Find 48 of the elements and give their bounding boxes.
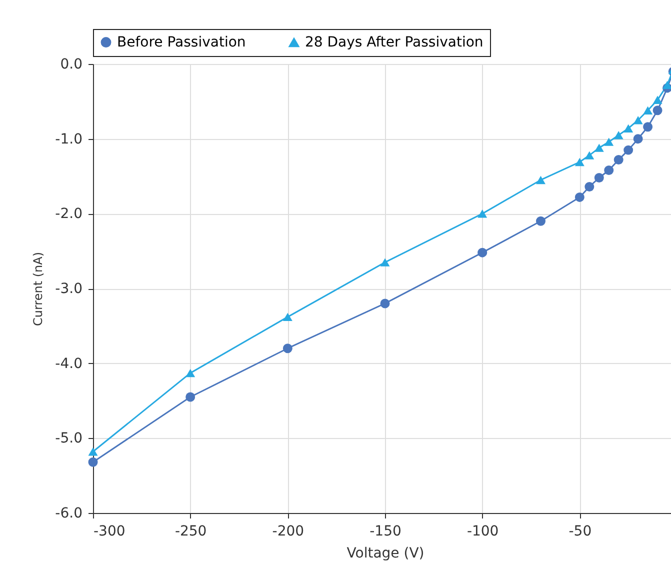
- point: [614, 155, 624, 165]
- y-tick-label: -6.0: [55, 506, 82, 522]
- point: [624, 124, 634, 132]
- x-axis-title: Voltage (V): [346, 546, 424, 562]
- point: [643, 106, 653, 115]
- point: [282, 312, 292, 322]
- y-tick-label: -5.0: [55, 430, 82, 447]
- point: [574, 192, 584, 202]
- x-tick-label: -200: [272, 524, 304, 540]
- point: [604, 138, 614, 146]
- x-tick-label: -250: [174, 524, 207, 540]
- point: [584, 151, 594, 160]
- legend-label: Before Passivation: [117, 34, 246, 50]
- point: [478, 248, 488, 258]
- point: [652, 96, 662, 104]
- y-tick-label: -4.0: [55, 356, 82, 372]
- y-axis-title: Current (nA): [31, 252, 46, 326]
- point: [88, 448, 98, 456]
- point: [478, 210, 488, 218]
- legend-label: 28 Days After Passivation: [305, 34, 484, 50]
- point: [380, 298, 390, 308]
- point: [652, 106, 662, 116]
- point: [186, 368, 196, 378]
- point: [643, 122, 653, 132]
- point: [614, 130, 624, 140]
- point: [604, 166, 614, 175]
- y-tick-label: -2.0: [55, 206, 82, 222]
- point: [536, 176, 546, 184]
- point: [282, 344, 292, 354]
- y-tick-label: 0.0: [60, 56, 82, 72]
- point: [624, 145, 634, 155]
- point: [633, 116, 643, 124]
- point: [662, 80, 671, 90]
- point: [574, 158, 584, 166]
- point: [584, 182, 594, 192]
- point: [88, 457, 98, 467]
- point: [594, 173, 604, 182]
- point: [536, 216, 546, 226]
- x-tick-label: -150: [370, 524, 402, 540]
- point: [186, 392, 196, 402]
- y-tick-label: -1.0: [55, 131, 82, 148]
- point: [594, 144, 604, 152]
- x-tick-label: -100: [466, 524, 499, 540]
- x-tick-label: -50: [568, 524, 592, 540]
- point: [633, 134, 643, 144]
- point: [380, 258, 390, 266]
- y-tick-label: -3.0: [55, 281, 82, 297]
- x-tick-label: -300: [94, 524, 126, 540]
